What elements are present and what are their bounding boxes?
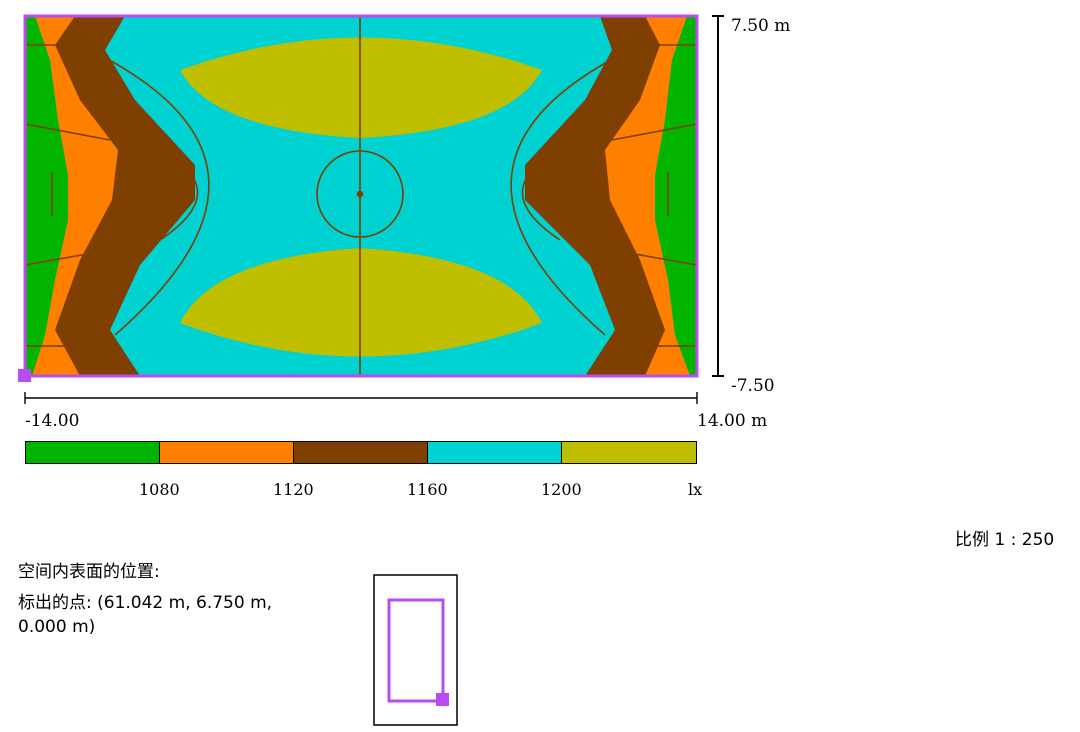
room-outline bbox=[23, 14, 699, 378]
y-bottom-label: -7.50 bbox=[731, 376, 775, 396]
y-top-label: 7.50 m bbox=[731, 16, 791, 36]
legend-tick-2: 1120 bbox=[273, 480, 314, 499]
legend-swatch-1 bbox=[25, 441, 160, 464]
y-dimension-line bbox=[712, 15, 724, 377]
x-left-label: -14.00 bbox=[25, 411, 80, 431]
contour-band-5-bottom bbox=[180, 248, 542, 357]
marked-point-label: 标出的点: (61.042 m, 6.750 m, 0.000 m) bbox=[18, 593, 273, 637]
legend-tick-1: 1080 bbox=[139, 480, 180, 499]
legend-swatch-2 bbox=[159, 441, 294, 464]
legend-tick-4: 1200 bbox=[541, 480, 582, 499]
minimap-room bbox=[387, 598, 445, 703]
position-heading: 空间内表面的位置: bbox=[18, 562, 160, 582]
legend-swatch-5 bbox=[561, 441, 697, 464]
court-markings bbox=[24, 16, 698, 376]
contour-band-5-top bbox=[180, 37, 542, 138]
scale-text: 比例 1 : 250 bbox=[955, 530, 1055, 550]
x-right-label: 14.00 m bbox=[697, 411, 768, 431]
legend-unit: lx bbox=[688, 480, 703, 499]
legend-swatch-3 bbox=[293, 441, 428, 464]
minimap-point-marker bbox=[436, 693, 449, 706]
legend-swatch-4 bbox=[427, 441, 562, 464]
legend-tick-3: 1160 bbox=[407, 480, 448, 499]
x-dimension-line bbox=[24, 392, 698, 404]
marked-point-marker bbox=[18, 369, 31, 382]
